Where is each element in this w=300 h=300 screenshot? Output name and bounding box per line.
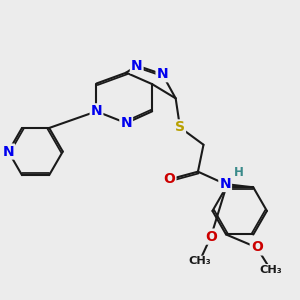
Text: H: H bbox=[234, 166, 244, 179]
Text: O: O bbox=[205, 230, 217, 244]
Text: N: N bbox=[91, 104, 102, 118]
Text: N: N bbox=[2, 145, 14, 158]
Text: O: O bbox=[251, 240, 262, 254]
Text: N: N bbox=[157, 67, 168, 81]
Text: N: N bbox=[219, 177, 231, 191]
Text: O: O bbox=[164, 172, 175, 186]
Text: S: S bbox=[175, 120, 185, 134]
Text: CH₃: CH₃ bbox=[259, 265, 282, 275]
Text: N: N bbox=[131, 58, 142, 73]
Text: N: N bbox=[120, 116, 132, 130]
Text: CH₃: CH₃ bbox=[188, 256, 211, 266]
